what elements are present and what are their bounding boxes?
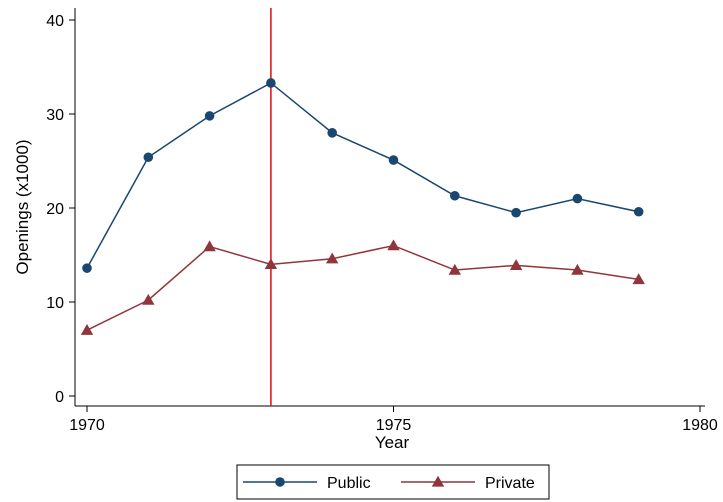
data-point-public [450, 190, 460, 201]
y-tick-label: 40 [46, 13, 64, 30]
legend-item-public: Public [243, 475, 371, 492]
data-point-public [572, 193, 583, 204]
data-point-private [142, 293, 155, 305]
data-point-private [387, 239, 400, 251]
y-tick-label: 20 [46, 201, 64, 218]
y-tick-label: 30 [46, 107, 64, 124]
legend-item-private: Private [401, 475, 535, 492]
legend-marker-private [431, 475, 445, 487]
series-line-public [86, 82, 639, 269]
data-point-private [632, 273, 645, 285]
data-point-public [143, 152, 154, 163]
data-point-private [203, 240, 216, 252]
series-layer [80, 78, 645, 335]
y-axis-ticks: 0 10 20 30 40 [46, 13, 75, 406]
data-point-public [633, 206, 644, 217]
legend-label-public: Public [327, 475, 371, 492]
series-public [82, 78, 644, 273]
x-tick-label: 1980 [682, 417, 718, 434]
series-private [80, 239, 645, 335]
x-axis-title: Year [375, 433, 410, 452]
x-tick-label: 1970 [69, 417, 105, 434]
data-point-private [264, 258, 278, 270]
legend-marker-public [275, 477, 285, 487]
data-point-public [388, 155, 399, 165]
data-point-private [509, 259, 523, 270]
data-point-public [511, 207, 521, 218]
data-point-public [266, 78, 276, 88]
data-point-public [327, 128, 338, 138]
data-point-private [571, 263, 584, 275]
data-point-public [204, 111, 215, 121]
data-point-private [448, 263, 461, 275]
legend: Public Private [236, 464, 550, 500]
data-point-private [80, 324, 94, 335]
data-point-private [326, 252, 339, 264]
x-tick-label: 1975 [376, 417, 412, 434]
x-axis-ticks: 1970 1975 1980 [69, 406, 718, 434]
y-axis-title: Openings (x1000) [13, 139, 32, 274]
legend-label-private: Private [485, 475, 535, 492]
y-tick-label: 10 [46, 295, 64, 312]
data-point-public [82, 263, 92, 273]
series-line-private [86, 244, 639, 331]
y-tick-label: 0 [55, 389, 64, 406]
